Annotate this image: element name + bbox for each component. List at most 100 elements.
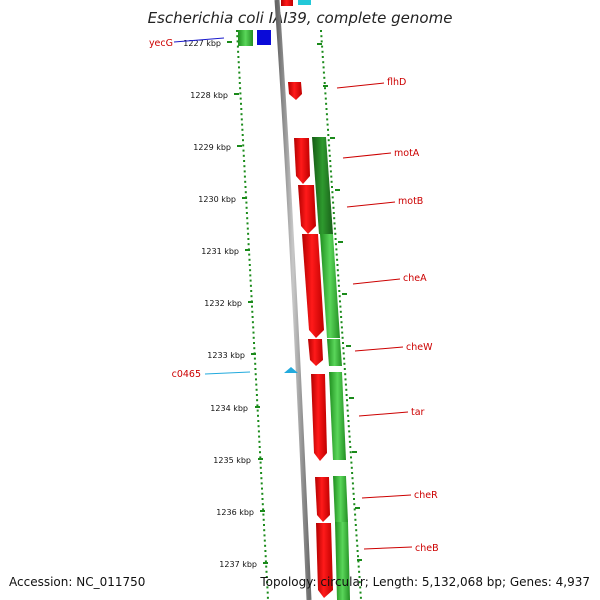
gene-label-cheB: cheB <box>415 543 439 554</box>
ruler-label: 1229 kbp <box>193 143 231 152</box>
ruler-dot <box>352 492 355 495</box>
ruler-dot <box>242 154 245 157</box>
ruler-dot <box>251 321 254 324</box>
gene-feature <box>335 522 350 600</box>
ruler-dot <box>333 217 336 220</box>
ruler-dot <box>335 243 337 246</box>
label-leaders <box>173 37 413 550</box>
ruler-dot <box>262 518 265 521</box>
ruler-dot <box>252 326 255 329</box>
ruler-dot <box>340 321 343 324</box>
ruler-dot <box>244 180 247 183</box>
ruler-dot <box>348 440 351 443</box>
ruler-dot <box>259 461 262 464</box>
ruler-dot <box>320 40 323 43</box>
map-title: Escherichia coli IAI39, complete genome <box>148 9 453 27</box>
ruler-label: 1230 kbp <box>198 195 236 204</box>
ruler-dot <box>245 201 248 204</box>
ruler-dot <box>327 134 330 136</box>
ruler-dot <box>339 305 342 308</box>
ruler-dot <box>324 92 327 95</box>
ruler-dot <box>341 336 344 339</box>
ruler-dot <box>333 227 336 230</box>
gene-feature <box>298 0 311 5</box>
ruler-dot <box>354 518 357 521</box>
ruler-tick: 1235 kbp <box>213 456 263 465</box>
ruler-dot <box>321 56 324 58</box>
ruler-dot <box>266 596 269 599</box>
gene-feature <box>238 30 253 46</box>
ruler-dot <box>350 461 353 464</box>
ruler-dot <box>242 144 245 147</box>
ruler-dot <box>245 206 248 209</box>
ruler-dot <box>355 534 358 537</box>
gene-label-yecG: yecG <box>149 38 173 49</box>
ruler-dot <box>320 30 322 32</box>
ruler-dot <box>254 362 257 365</box>
ruler-dot <box>329 160 332 162</box>
ruler-label: 1237 kbp <box>219 560 257 569</box>
ruler-dot <box>259 456 262 459</box>
ruler-label: 1235 kbp <box>213 456 251 465</box>
ruler-dot <box>237 61 240 64</box>
ruler-dot <box>242 149 245 152</box>
ruler-dot <box>322 66 325 69</box>
ruler-dot <box>338 290 341 292</box>
ruler-dot <box>351 482 354 485</box>
ruler-dot <box>251 316 254 318</box>
ruler-dot <box>252 331 255 334</box>
ruler-dot <box>324 97 327 100</box>
gene-cheW <box>308 339 323 366</box>
gene-label-tar: tar <box>411 407 425 418</box>
ruler-dot <box>338 295 341 298</box>
ruler-dot <box>344 378 347 381</box>
ruler-dot <box>257 425 260 428</box>
ruler-dot <box>339 300 341 303</box>
ruler-dot <box>263 529 266 532</box>
ruler-dot <box>263 524 265 526</box>
ruler-dot <box>346 399 348 402</box>
ruler-dot <box>254 368 257 370</box>
ruler-dot <box>330 180 333 183</box>
ruler-dot <box>346 409 349 412</box>
ruler-dot <box>332 212 335 214</box>
ruler-dot <box>356 544 359 547</box>
ruler-dot <box>240 102 242 105</box>
ruler-dot <box>265 565 268 568</box>
ruler-label: 1227 kbp <box>183 39 221 48</box>
ruler-tick: 1228 kbp <box>190 91 239 100</box>
ruler-dot <box>326 118 329 121</box>
ruler-dot <box>354 524 357 526</box>
ruler-dot <box>325 108 328 110</box>
ruler-dots <box>236 30 362 599</box>
ruler-dot <box>246 227 249 230</box>
gene-label-cheR: cheR <box>414 490 438 501</box>
ruler-dot <box>337 279 340 282</box>
ruler-dot <box>331 186 333 188</box>
ruler-dot <box>350 456 352 459</box>
ruler-dot <box>237 50 240 53</box>
ruler-dot <box>236 45 239 48</box>
gene-motA <box>294 138 310 184</box>
ruler-dot <box>328 154 331 157</box>
gene-label-motB: motB <box>398 196 423 207</box>
ruler-dot <box>238 66 240 69</box>
ruler-dot <box>340 326 343 329</box>
ruler-dot <box>263 539 266 542</box>
ruler-dot <box>349 446 352 448</box>
ruler-tick: 1237 kbp <box>219 560 268 569</box>
ruler-tick: 1230 kbp <box>198 195 247 204</box>
ruler-dot <box>263 534 266 537</box>
gene-feature <box>333 476 348 522</box>
top-features <box>238 0 311 46</box>
gene-cheB <box>316 523 333 598</box>
gene-c0465 <box>284 367 298 373</box>
ruler-dot <box>340 316 343 318</box>
ruler-dot <box>329 170 332 173</box>
ruler-dot <box>246 217 249 220</box>
ruler-dot <box>257 414 259 417</box>
ruler-dot <box>248 264 251 266</box>
ruler-tick: 1231 kbp <box>201 247 250 256</box>
ruler-dot <box>358 570 361 573</box>
ruler-dot <box>358 581 361 584</box>
